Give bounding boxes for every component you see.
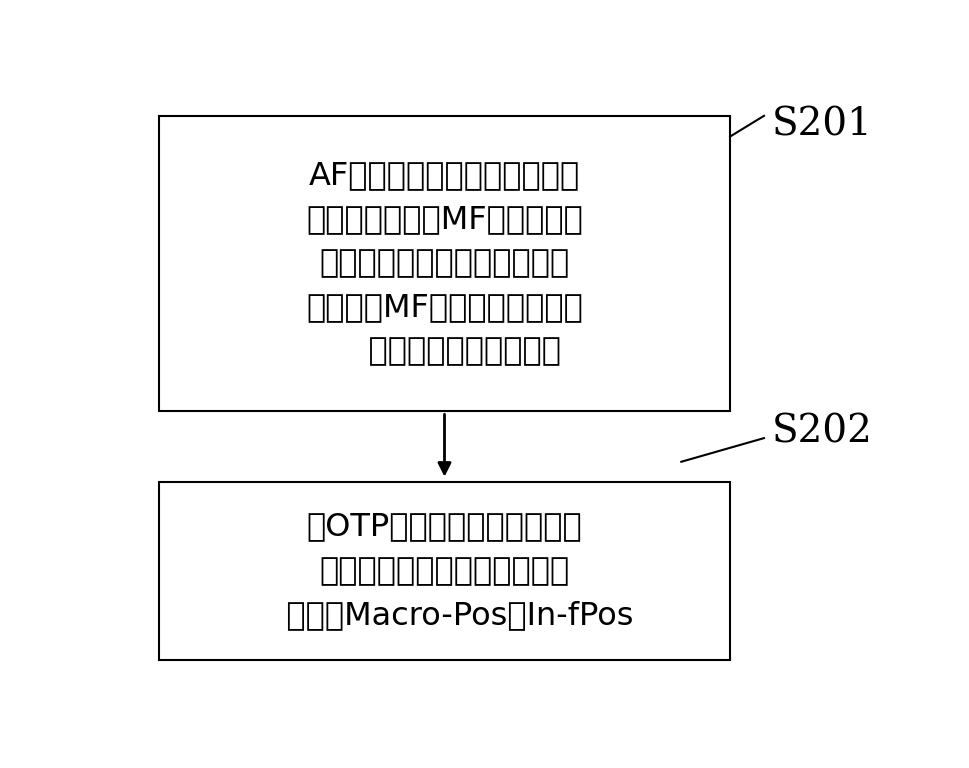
Bar <box>159 482 730 660</box>
Text: S201: S201 <box>770 106 871 143</box>
Text: AF初始化时，从存储器中获取
原始的手动校准MF表，手动对
焦校准时，对焦的焦距会根据
手动校准MF表来进行移动的，
    对应一个较清晰的位置: AF初始化时，从存储器中获取 原始的手动校准MF表，手动对 焦校准时，对焦的焦距… <box>306 160 582 368</box>
Text: S202: S202 <box>770 414 871 451</box>
Bar <box>159 116 730 412</box>
Text: 从OTP中获取数据信息去进行
模组一致性矫正，所述数据信
   息包括Macro-Pos和In-fPos: 从OTP中获取数据信息去进行 模组一致性矫正，所述数据信 息包括Macro-Po… <box>256 511 633 631</box>
